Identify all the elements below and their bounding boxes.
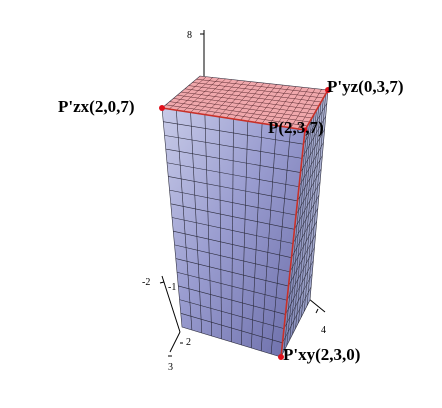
tick-x-2: 2 (186, 337, 191, 348)
side-grid-line (282, 286, 312, 343)
side-grid-line (286, 247, 315, 301)
front-grid-line (171, 217, 294, 244)
side-grid-line (303, 103, 328, 145)
label-pxy: P'xy(2,3,0) (283, 345, 360, 364)
tick-z-8: 8 (187, 30, 192, 41)
front-grid-line (169, 189, 297, 216)
top-grid-line (192, 82, 324, 99)
side-grid-line (294, 181, 321, 230)
tick-y-4: 4 (321, 325, 326, 336)
vertex-pyz (325, 87, 331, 93)
vertex-pzx (159, 105, 165, 111)
tick-x-3: 3 (168, 362, 173, 373)
front-grid-line (165, 148, 301, 173)
front-grid-line (180, 313, 283, 344)
tick-y-minus1: -1 (168, 282, 176, 293)
side-grid-line (297, 155, 323, 202)
side-grid-line (291, 208, 319, 258)
top-grid-line (173, 98, 312, 119)
label-pzx: P'zx(2,0,7) (58, 97, 134, 116)
front-grid-line (163, 121, 304, 145)
side-grid-line (300, 129, 325, 173)
point-labels: P'zx(2,0,7) P'yz(0,3,7) P(2,3,7) P'xy(2,… (58, 77, 403, 364)
front-grid-line (175, 258, 289, 287)
vertices (159, 87, 331, 360)
axes (159, 30, 326, 357)
front-face-grid (163, 110, 304, 355)
tick-y-minus2: -2 (142, 277, 150, 288)
edge-vertical (280, 129, 306, 358)
side-grid-line (289, 221, 317, 272)
top-face-grid (165, 76, 326, 130)
side-grid-line (285, 260, 314, 315)
front-grid-line (164, 135, 303, 159)
tick-labels: 8 -2 -1 2 3 4 (142, 30, 326, 373)
top-grid-line (180, 91, 317, 111)
side-grid-line (301, 116, 326, 159)
front-grid-line (179, 299, 285, 329)
front-grid-line (173, 230, 292, 258)
front-grid-line (174, 244, 291, 273)
x-axis (169, 331, 181, 353)
label-pyz: P'yz(0,3,7) (327, 77, 403, 96)
side-grid-line (288, 234, 316, 287)
vertex-pxy (278, 354, 284, 360)
top-grid-line (184, 88, 319, 107)
side-grid-line (298, 142, 324, 187)
top-grid-line (165, 104, 308, 127)
front-grid-line (170, 203, 295, 230)
front-grid-line (178, 285, 286, 315)
front-grid-line (176, 271, 288, 301)
vertex-p (302, 127, 308, 133)
top-grid-line (196, 78, 326, 95)
top-grid-line (177, 94, 315, 115)
side-grid-line (295, 168, 322, 216)
side-face-grid (282, 93, 328, 352)
front-grid-line (166, 162, 300, 188)
top-grid-line (169, 101, 310, 123)
front-grid-line (168, 176, 298, 202)
label-p: P(2,3,7) (268, 118, 324, 137)
y-axis-left (161, 275, 181, 333)
top-grid-line (188, 85, 322, 103)
side-grid-line (283, 273, 313, 329)
side-grid-line (292, 194, 320, 244)
